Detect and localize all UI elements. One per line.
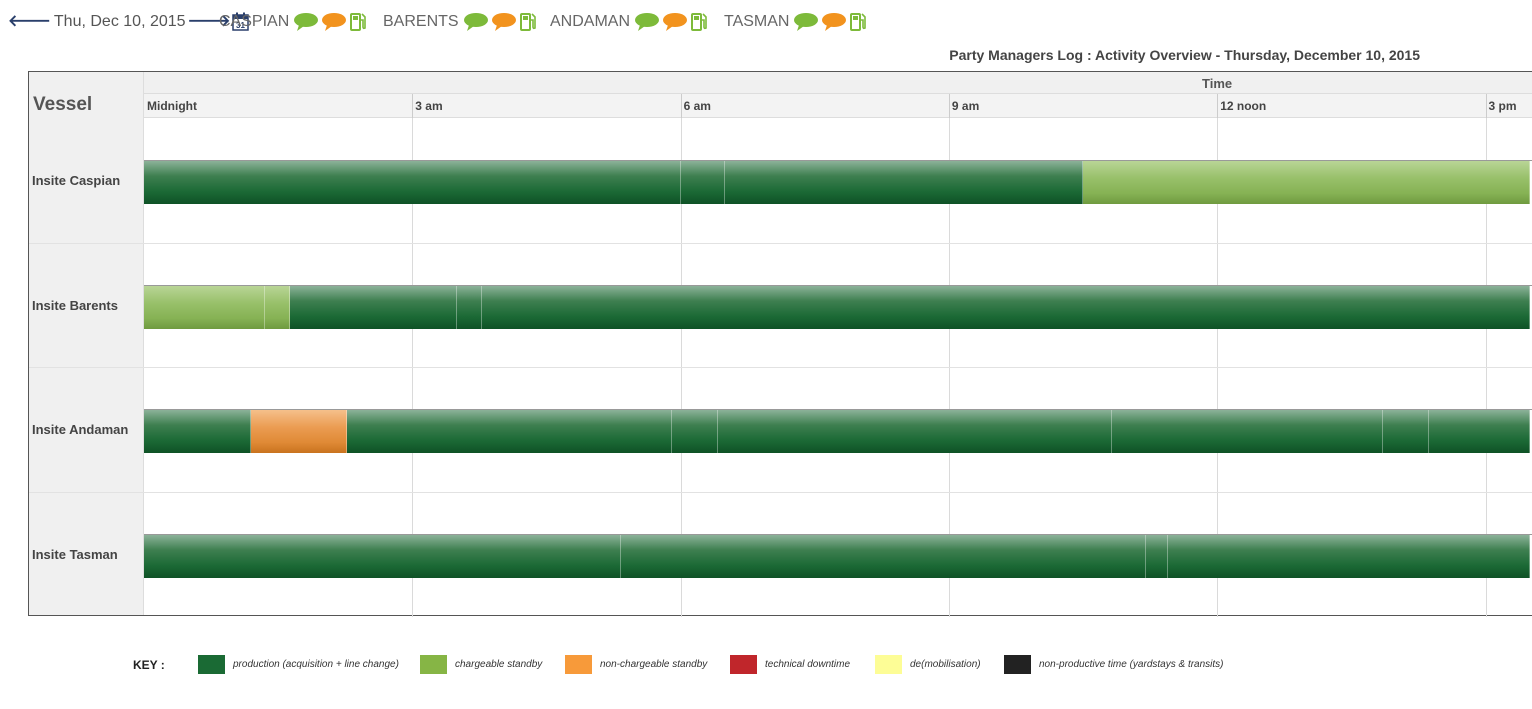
chat-bubble-green-icon[interactable]: [463, 12, 489, 32]
chat-bubble-green-icon[interactable]: [293, 12, 319, 32]
activity-segment-production[interactable]: [1429, 410, 1531, 453]
chat-bubble-green-icon[interactable]: [634, 12, 660, 32]
vessel-link-label: ANDAMAN: [550, 13, 631, 30]
time-tick-line: [680, 94, 682, 118]
legend-label: de(mobilisation): [910, 659, 981, 670]
chat-bubble-orange-icon[interactable]: [321, 12, 347, 32]
legend-swatch: [1004, 655, 1031, 674]
legend-swatch: [198, 655, 225, 674]
vessel-link-tasman[interactable]: TASMAN: [724, 12, 867, 32]
time-tick-label: Midnight: [147, 99, 197, 113]
vessel-link-label: CASPIAN: [219, 13, 290, 30]
legend-item-production: production (acquisition + line change): [198, 655, 399, 674]
previous-day-arrow-icon[interactable]: 🡐: [8, 12, 51, 30]
bar-track-line: [144, 533, 1532, 535]
time-header: Time: [144, 72, 1532, 94]
activity-gantt-chart: Vessel Time Midnight 3 am 6 am 9 am 12 noon 3…: [28, 71, 1532, 617]
row-separator: [29, 367, 1532, 368]
activity-segment-production[interactable]: [725, 161, 1084, 204]
bar-track-line: [144, 160, 1532, 161]
vessel-row-label: Insite Caspian: [32, 173, 121, 188]
activity-segment-production[interactable]: [347, 410, 672, 453]
vessel-link-label: BARENTS: [383, 13, 459, 30]
fuel-pump-icon[interactable]: [690, 12, 708, 32]
time-tick-line: [1217, 94, 1219, 118]
legend-label: non-chargeable standby: [600, 659, 708, 670]
vessel-link-label: TASMAN: [724, 13, 790, 30]
next-day-arrow-icon[interactable]: 🡒: [187, 12, 231, 30]
legend-label: production (acquisition + line change): [233, 659, 399, 670]
activity-segment-production[interactable]: [680, 161, 726, 204]
vessel-row-label: Insite Barents: [32, 297, 118, 313]
legend-swatch: [565, 655, 592, 674]
time-header-label: Time: [1202, 76, 1233, 91]
activity-segment-production[interactable]: [482, 285, 1531, 329]
time-tick-line: [948, 94, 950, 118]
activity-segment-production[interactable]: [144, 410, 252, 453]
legend: KEY : production (acquisition + line cha…: [133, 655, 1333, 679]
activity-segment-production[interactable]: [1145, 534, 1168, 578]
bar-track-line: [144, 409, 1532, 410]
legend-title: KEY :: [133, 658, 165, 672]
vessel-column-header: Vessel: [33, 94, 93, 115]
vessel-row-label: Insite Tasman: [32, 546, 118, 562]
time-tick-label: 3 am: [415, 99, 443, 113]
row-separator: [29, 491, 1532, 493]
activity-segment-production[interactable]: [718, 410, 1112, 453]
time-tick-label: 6 am: [683, 99, 711, 113]
time-tick-label: 12 noon: [1220, 99, 1267, 113]
legend-swatch: [875, 655, 902, 674]
vessel-link-barents[interactable]: BARENTS: [383, 12, 537, 32]
time-axis: Midnight 3 am 6 am 9 am 12 noon 3 pm: [144, 94, 1532, 118]
fuel-pump-icon[interactable]: [849, 12, 867, 32]
legend-item-chargeable: chargeable standby: [420, 655, 542, 674]
legend-item-nonprod: non-productive time (yardstays & transit…: [1004, 655, 1224, 674]
page-title: Party Managers Log : Activity Overview -…: [949, 47, 1420, 63]
fuel-pump-icon[interactable]: [349, 12, 367, 32]
legend-item-downtime: technical downtime: [730, 655, 850, 674]
calendar-day-number: 31: [237, 21, 246, 30]
legend-item-noncharge: non-chargeable standby: [565, 655, 707, 674]
activity-segment-production[interactable]: [289, 285, 457, 329]
time-tick-line: [1485, 94, 1487, 118]
legend-label: chargeable standby: [455, 659, 543, 670]
legend-item-demob: de(mobilisation): [875, 655, 981, 674]
activity-segment-production[interactable]: [144, 161, 681, 204]
vessel-label-column: [29, 72, 144, 615]
activity-segment-production[interactable]: [1382, 410, 1430, 453]
calendar-icon[interactable]: 31: [232, 12, 250, 31]
row-separator: [29, 242, 1532, 244]
chat-bubble-green-icon[interactable]: [793, 12, 819, 32]
legend-label: non-productive time (yardstays & transit…: [1039, 659, 1224, 670]
activity-segment-noncharge[interactable]: [251, 410, 347, 453]
time-tick-label: 3 pm: [1488, 99, 1517, 113]
legend-swatch: [420, 655, 447, 674]
current-date: Thu, Dec 10, 2015: [53, 12, 186, 30]
legend-label: technical downtime: [765, 659, 851, 670]
fuel-pump-icon[interactable]: [519, 12, 537, 32]
activity-segment-chargeable[interactable]: [144, 285, 265, 329]
activity-segment-chargeable[interactable]: [1083, 161, 1531, 204]
activity-segment-production[interactable]: [620, 534, 1146, 578]
bar-track-line: [144, 284, 1532, 286]
activity-segment-production[interactable]: [1168, 534, 1531, 578]
activity-segment-production[interactable]: [671, 410, 719, 453]
chat-bubble-orange-icon[interactable]: [821, 12, 847, 32]
chat-bubble-orange-icon[interactable]: [491, 12, 517, 32]
activity-segment-production[interactable]: [457, 285, 483, 329]
activity-segment-production[interactable]: [1111, 410, 1383, 453]
time-tick-line: [412, 94, 414, 118]
vessel-row-label: Insite Andaman: [32, 422, 129, 437]
date-navigator: 🡐 Thu, Dec 10, 2015 🡒 31: [8, 12, 250, 31]
vessel-link-caspian[interactable]: CASPIAN: [219, 12, 367, 32]
top-navigation: 🡐 Thu, Dec 10, 2015 🡒 31 CASPIAN BARENTS A…: [0, 0, 1532, 44]
vessel-link-andaman[interactable]: ANDAMAN: [550, 12, 708, 32]
activity-segment-production[interactable]: [144, 534, 621, 578]
activity-segment-chargeable[interactable]: [264, 285, 290, 329]
legend-swatch: [730, 655, 757, 674]
chat-bubble-orange-icon[interactable]: [662, 12, 688, 32]
time-tick-label: 9 am: [951, 99, 980, 113]
